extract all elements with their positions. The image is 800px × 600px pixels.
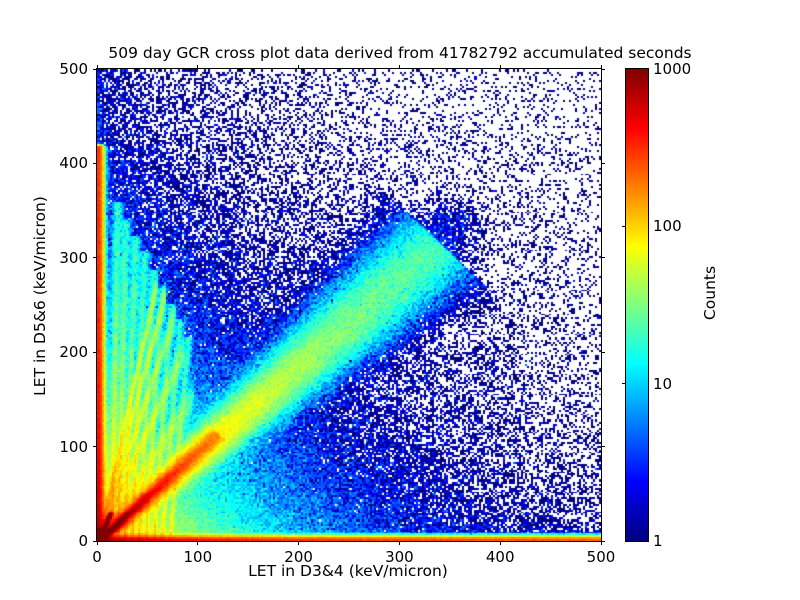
colorbar-tick-mark	[622, 225, 626, 227]
y-tick-label: 400	[59, 154, 88, 173]
y-tick-mark	[93, 257, 97, 259]
y-tick-mark-right	[601, 68, 605, 70]
plot-title-line-1: 509 day GCR cross plot data derived from…	[108, 44, 692, 62]
x-tick-mark-top	[600, 65, 602, 69]
x-tick-label: 500	[586, 548, 616, 566]
y-tick-mark	[93, 351, 97, 353]
y-tick-mark	[93, 162, 97, 164]
x-tick-label: 400	[485, 548, 515, 566]
y-tick-label: 300	[59, 248, 88, 267]
y-tick-label: 100	[59, 437, 88, 456]
colorbar-tick-label: 100	[653, 217, 682, 236]
main-axes	[96, 68, 602, 542]
density-heatmap	[97, 69, 601, 541]
colorbar	[625, 68, 649, 542]
x-tick-label: 100	[183, 548, 213, 566]
y-tick-label: 0	[78, 532, 88, 550]
y-axis-label: LET in D5&6 (keV/micron)	[31, 196, 49, 396]
colorbar-tick-label: 10	[653, 374, 673, 393]
x-tick-mark-top	[197, 65, 199, 69]
x-tick-mark	[499, 541, 501, 545]
y-tick-mark-right	[601, 162, 605, 164]
x-tick-mark-top	[298, 65, 300, 69]
x-tick-mark	[600, 541, 602, 545]
y-tick-mark-right	[601, 351, 605, 353]
colorbar-tick-label: 1	[653, 532, 663, 550]
x-tick-mark	[298, 541, 300, 545]
colorbar-tick-label: 1000	[653, 60, 692, 78]
y-tick-mark-right	[601, 257, 605, 259]
x-tick-mark	[197, 541, 199, 545]
x-tick-mark-top	[96, 65, 98, 69]
y-tick-mark	[93, 68, 97, 70]
x-tick-mark	[398, 541, 400, 545]
x-axis-label: LET in D3&4 (keV/micron)	[248, 562, 448, 580]
x-tick-label: 0	[92, 548, 102, 566]
x-tick-label: 200	[284, 548, 313, 566]
y-tick-label: 200	[59, 343, 88, 362]
y-tick-mark	[93, 446, 97, 448]
y-tick-mark	[93, 540, 97, 542]
x-tick-mark-top	[499, 65, 501, 69]
x-tick-mark	[96, 541, 98, 545]
x-tick-mark-top	[398, 65, 400, 69]
y-tick-mark-right	[601, 446, 605, 448]
y-tick-label: 500	[59, 60, 88, 78]
colorbar-gradient	[626, 69, 648, 541]
colorbar-label: Counts	[701, 265, 719, 321]
colorbar-tick-mark	[622, 383, 626, 385]
x-tick-label: 300	[385, 548, 414, 566]
y-tick-mark-right	[601, 540, 605, 542]
